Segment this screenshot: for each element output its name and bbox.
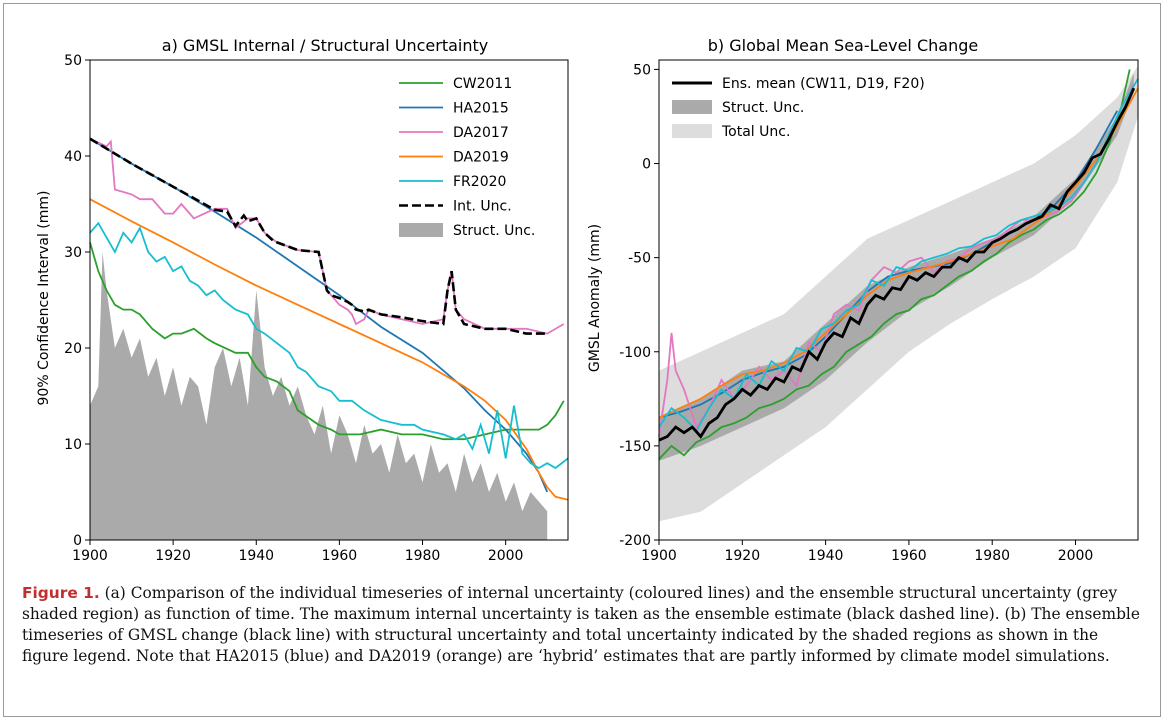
panel-a-xtick-label: 1960 <box>322 548 358 564</box>
figure-frame <box>3 3 1161 717</box>
panel-b-ytick-label: -150 <box>619 439 651 455</box>
panel-b-xtick-label: 2000 <box>1058 548 1094 564</box>
panel-b-xtick-label: 1940 <box>808 548 844 564</box>
figure-charts: a) GMSL Internal / Structural Uncertaint… <box>36 36 1139 564</box>
struct-unc-area <box>90 252 548 540</box>
legend-label: FR2020 <box>453 174 506 190</box>
panel-a-ytick-label: 50 <box>64 53 82 69</box>
legend-swatch <box>399 223 443 237</box>
panel-a-ytick-label: 10 <box>64 437 82 453</box>
panel-b-ytick-label: -50 <box>628 251 651 267</box>
caption-label: Figure 1. <box>22 584 100 602</box>
panel-a-xtick-label: 1920 <box>155 548 191 564</box>
panel-b: b) Global Mean Sea-Level Change GMSL Ano… <box>587 36 1139 564</box>
panel-a-legend: CW2011 HA2015 DA2017 DA2019 FR2020 Int. Unc. S… <box>399 76 535 239</box>
panel-b-plot-frame <box>658 59 1139 541</box>
panel-b-xtick-label: 1980 <box>974 548 1010 564</box>
legend-label: DA2019 <box>453 150 509 166</box>
panel-b-xtick-label: 1900 <box>641 548 677 564</box>
panel-b-ytick-label: -100 <box>619 345 651 361</box>
panel-b-xtick-label: 1960 <box>891 548 927 564</box>
legend-label: DA2017 <box>453 125 509 141</box>
legend-swatch <box>672 100 712 114</box>
panel-b-xtick-label: 1920 <box>724 548 760 564</box>
panel-a-title: a) GMSL Internal / Structural Uncertaint… <box>162 36 488 55</box>
series-line-da2017 <box>658 84 1135 437</box>
series-line-int-unc- <box>89 137 548 335</box>
panel-a-ylabel: 90% Confidence Interval (mm) <box>36 191 52 406</box>
panel-b-legend: Ens. mean (CW11, D19, F20) Struct. Unc. To… <box>672 76 925 140</box>
panel-a-axes: 1900 1920 1940 1960 1980 2000 0 10 20 30 40 50 <box>64 53 569 564</box>
panel-a-xtick-label: 1980 <box>405 548 441 564</box>
legend-label: Struct. Unc. <box>722 100 804 116</box>
panel-a-ytick-label: 0 <box>73 533 82 549</box>
legend-label: Struct. Unc. <box>453 223 535 239</box>
panel-a-xtick-label: 2000 <box>488 548 524 564</box>
panel-a-ytick-label: 40 <box>64 149 82 165</box>
legend-label: Ens. mean (CW11, D19, F20) <box>722 76 925 92</box>
panel-b-ytick-label: -200 <box>619 533 651 549</box>
ensemble-mean-line <box>658 87 1136 442</box>
series-line-fr2020 <box>658 78 1139 433</box>
panel-b-ytick-label: 50 <box>633 62 651 78</box>
legend-label: Total Unc. <box>721 124 790 140</box>
panel-a-struct-area <box>90 252 548 540</box>
panel-b-ylabel: GMSL Anomaly (mm) <box>587 224 603 372</box>
legend-label: Int. Unc. <box>453 199 512 215</box>
series-line-da2019 <box>658 87 1139 419</box>
panel-a-lines <box>89 137 569 501</box>
series-line-cw2011 <box>89 242 565 441</box>
panel-a-plot-frame <box>89 59 569 541</box>
caption-text: (a) Comparison of the individual timeser… <box>22 584 1140 665</box>
panel-b-bands <box>659 65 1138 522</box>
series-line-cw2011 <box>658 69 1131 460</box>
figure-caption: Figure 1. (a) Comparison of the individu… <box>22 583 1142 667</box>
panel-a-xtick-label: 1940 <box>238 548 274 564</box>
panel-a-ytick-label: 20 <box>64 341 82 357</box>
struct-unc-band <box>659 73 1134 461</box>
legend-label: HA2015 <box>453 101 509 117</box>
legend-swatch <box>672 124 712 138</box>
legend-label: CW2011 <box>453 76 512 92</box>
series-line-fr2020 <box>89 221 569 470</box>
panel-b-axes: 1900 1920 1940 1960 1980 2000 -200 -150 -100 -50 0… <box>619 59 1139 564</box>
panel-a: a) GMSL Internal / Structural Uncertaint… <box>36 36 569 564</box>
panel-a-ytick-label: 30 <box>64 245 82 261</box>
panel-b-lines <box>658 69 1139 460</box>
panel-a-xtick-label: 1900 <box>72 548 108 564</box>
panel-b-ytick-label: 0 <box>642 157 651 173</box>
series-line-da2019 <box>89 198 569 501</box>
panel-b-title: b) Global Mean Sea-Level Change <box>708 36 978 55</box>
